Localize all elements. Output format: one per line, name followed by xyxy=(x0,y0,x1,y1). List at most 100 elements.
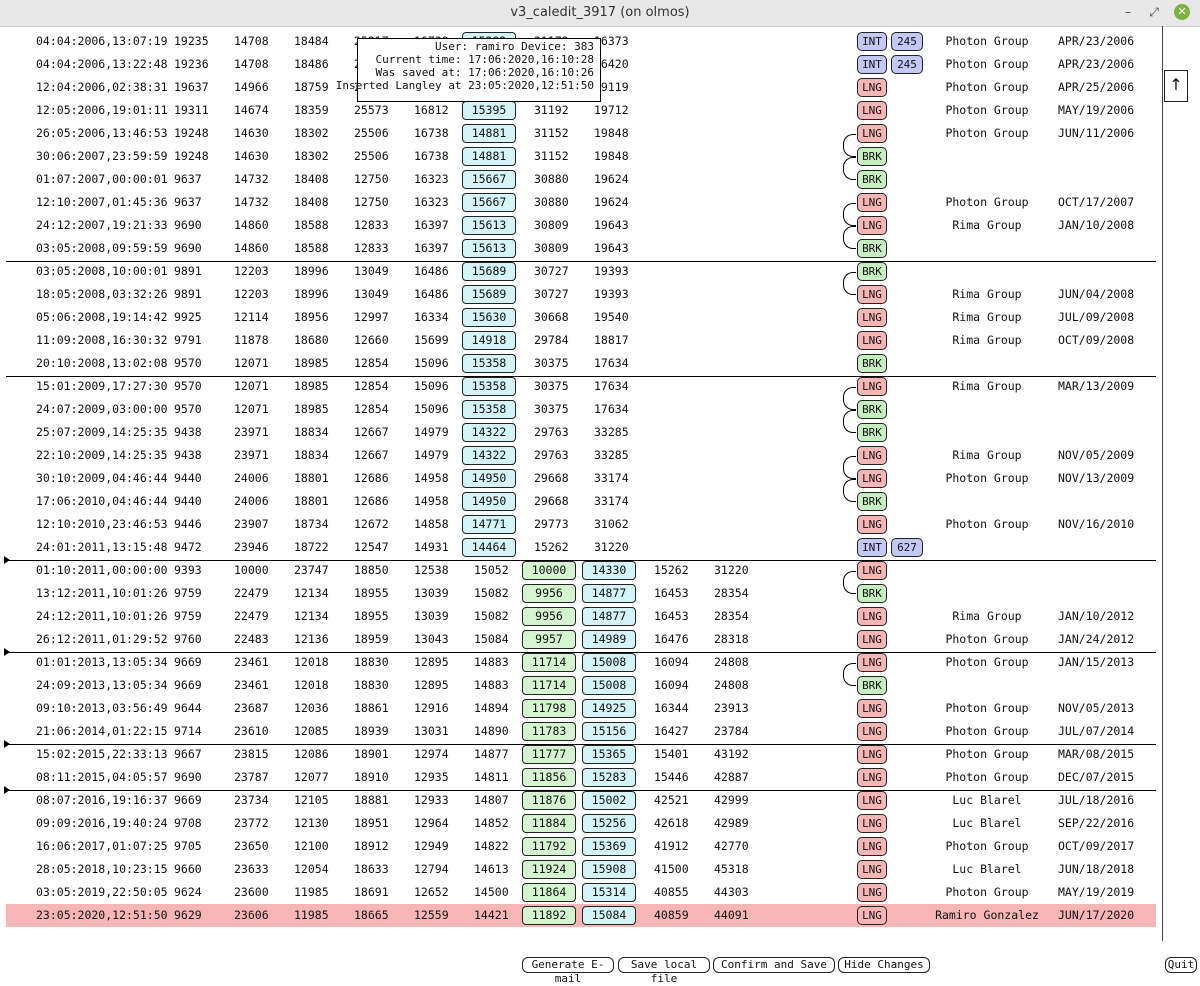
table-row[interactable]: 08:07:2016,19:16:37 9669 23734 12105 18881 12… xyxy=(0,789,1160,812)
lng-tag[interactable]: LNG xyxy=(857,653,887,672)
table-row[interactable]: 25:07:2009,14:25:35 9438 23971 18834 12667 14… xyxy=(0,421,1160,444)
editable-value-cyan[interactable]: 15689 xyxy=(462,262,516,281)
editable-value-cyan[interactable]: 14771 xyxy=(462,515,516,534)
editable-value-cyan[interactable]: 14950 xyxy=(462,492,516,511)
editable-value-cyan[interactable]: 14925 xyxy=(582,699,636,718)
table-row[interactable]: 12:10:2007,01:45:36 9637 14732 18408 12750 16… xyxy=(0,191,1160,214)
table-row[interactable]: 28:05:2018,10:23:15 9660 23633 12054 18633 12… xyxy=(0,858,1160,881)
lng-tag[interactable]: LNG xyxy=(857,331,887,350)
table-row[interactable]: 01:01:2013,13:05:34 9669 23461 12018 18830 12… xyxy=(0,651,1160,674)
generate-email-button[interactable]: Generate E-mail xyxy=(522,957,614,985)
editable-value-green[interactable]: 11783 xyxy=(522,722,576,741)
table-row[interactable]: 24:12:2007,19:21:33 9690 14860 18588 12833 16… xyxy=(0,214,1160,237)
brk-tag[interactable]: BRK xyxy=(857,584,887,603)
editable-value-cyan[interactable]: 15002 xyxy=(582,791,636,810)
editable-value-green[interactable]: 11864 xyxy=(522,883,576,902)
editable-value-cyan[interactable]: 15667 xyxy=(462,170,516,189)
editable-value-cyan[interactable]: 15667 xyxy=(462,193,516,212)
editable-value-green[interactable]: 11884 xyxy=(522,814,576,833)
table-row[interactable]: 26:05:2006,13:46:53 19248 14630 18302 25506 1… xyxy=(0,122,1160,145)
table-row[interactable]: 24:12:2011,10:01:26 9759 22479 12134 18955 13… xyxy=(0,605,1160,628)
interval-count-tag[interactable]: 627 xyxy=(891,538,923,557)
editable-value-green[interactable]: 11892 xyxy=(522,906,576,925)
editable-value-cyan[interactable]: 15283 xyxy=(582,768,636,787)
editable-value-green[interactable]: 9956 xyxy=(522,584,576,603)
editable-value-cyan[interactable]: 15256 xyxy=(582,814,636,833)
brk-tag[interactable]: BRK xyxy=(857,354,887,373)
scrollbar-track[interactable] xyxy=(1162,26,1163,941)
editable-value-cyan[interactable]: 15689 xyxy=(462,285,516,304)
lng-tag[interactable]: LNG xyxy=(857,78,887,97)
editable-value-cyan[interactable]: 15613 xyxy=(462,239,516,258)
lng-tag[interactable]: LNG xyxy=(857,469,887,488)
editable-value-cyan[interactable]: 15630 xyxy=(462,308,516,327)
table-row[interactable]: 05:06:2008,19:14:42 9925 12114 18956 12997 16… xyxy=(0,306,1160,329)
editable-value-cyan[interactable]: 15358 xyxy=(462,354,516,373)
lng-tag[interactable]: LNG xyxy=(857,193,887,212)
editable-value-green[interactable]: 11777 xyxy=(522,745,576,764)
table-row[interactable]: 24:01:2011,13:15:48 9472 23946 18722 12547 14… xyxy=(0,536,1160,559)
table-row[interactable]: 22:10:2009,14:25:35 9438 23971 18834 12667 14… xyxy=(0,444,1160,467)
table-row[interactable]: 17:06:2010,04:46:44 9440 24006 18801 12686 14… xyxy=(0,490,1160,513)
editable-value-cyan[interactable]: 14950 xyxy=(462,469,516,488)
brk-tag[interactable]: BRK xyxy=(857,400,887,419)
editable-value-green[interactable]: 9957 xyxy=(522,630,576,649)
editable-value-green[interactable]: 11792 xyxy=(522,837,576,856)
editable-value-cyan[interactable]: 14322 xyxy=(462,423,516,442)
lng-tag[interactable]: LNG xyxy=(857,699,887,718)
brk-tag[interactable]: BRK xyxy=(857,676,887,695)
scroll-up-arrow-icon[interactable]: ↑ xyxy=(1164,70,1188,102)
table-row[interactable]: 01:10:2011,00:00:00 9393 10000 23747 18850 12… xyxy=(0,559,1160,582)
lng-tag[interactable]: LNG xyxy=(857,607,887,626)
lng-tag[interactable]: LNG xyxy=(857,791,887,810)
lng-tag[interactable]: LNG xyxy=(857,883,887,902)
lng-tag[interactable]: LNG xyxy=(857,837,887,856)
table-row[interactable]: 08:11:2015,04:05:57 9690 23787 12077 18910 12… xyxy=(0,766,1160,789)
lng-tag[interactable]: LNG xyxy=(857,745,887,764)
editable-value-cyan[interactable]: 14989 xyxy=(582,630,636,649)
table-row[interactable]: 30:06:2007,23:59:59 19248 14630 18302 25506 1… xyxy=(0,145,1160,168)
table-row[interactable]: 11:09:2008,16:30:32 9791 11878 18680 12660 15… xyxy=(0,329,1160,352)
editable-value-green[interactable]: 10000 xyxy=(522,561,576,580)
int-tag[interactable]: INT xyxy=(857,538,887,557)
brk-tag[interactable]: BRK xyxy=(857,239,887,258)
lng-tag[interactable]: LNG xyxy=(857,561,887,580)
editable-value-cyan[interactable]: 15008 xyxy=(582,653,636,672)
editable-value-cyan[interactable]: 15358 xyxy=(462,400,516,419)
editable-value-cyan[interactable]: 15395 xyxy=(462,101,516,120)
editable-value-green[interactable]: 11924 xyxy=(522,860,576,879)
lng-tag[interactable]: LNG xyxy=(857,377,887,396)
lng-tag[interactable]: LNG xyxy=(857,446,887,465)
int-tag[interactable]: INT xyxy=(857,32,887,51)
editable-value-cyan[interactable]: 14877 xyxy=(582,607,636,626)
brk-tag[interactable]: BRK xyxy=(857,492,887,511)
table-row[interactable]: 16:06:2017,01:07:25 9705 23650 12100 18912 12… xyxy=(0,835,1160,858)
table-row[interactable]: 21:06:2014,01:22:15 9714 23610 12085 18939 13… xyxy=(0,720,1160,743)
table-row[interactable]: 23:05:2020,12:51:50 9629 23606 11985 18665 12… xyxy=(6,904,1156,927)
close-icon[interactable]: ✕ xyxy=(1174,4,1190,20)
quit-button[interactable]: Quit xyxy=(1165,957,1197,973)
editable-value-green[interactable]: 11714 xyxy=(522,676,576,695)
table-row[interactable]: 24:09:2013,13:05:34 9669 23461 12018 18830 12… xyxy=(0,674,1160,697)
table-row[interactable]: 20:10:2008,13:02:08 9570 12071 18985 12854 15… xyxy=(0,352,1160,375)
table-row[interactable]: 03:05:2008,09:59:59 9690 14860 18588 12833 16… xyxy=(0,237,1160,260)
hide-changes-button[interactable]: Hide Changes xyxy=(838,957,930,973)
table-row[interactable]: 09:09:2016,19:40:24 9708 23772 12130 18951 12… xyxy=(0,812,1160,835)
lng-tag[interactable]: LNG xyxy=(857,216,887,235)
maximize-icon[interactable]: ⤢ xyxy=(1149,5,1159,19)
editable-value-cyan[interactable]: 15365 xyxy=(582,745,636,764)
table-row[interactable]: 15:01:2009,17:27:30 9570 12071 18985 12854 15… xyxy=(0,375,1160,398)
editable-value-green[interactable]: 11856 xyxy=(522,768,576,787)
editable-value-green[interactable]: 11798 xyxy=(522,699,576,718)
editable-value-green[interactable]: 11876 xyxy=(522,791,576,810)
editable-value-cyan[interactable]: 15369 xyxy=(582,837,636,856)
brk-tag[interactable]: BRK xyxy=(857,170,887,189)
editable-value-cyan[interactable]: 14881 xyxy=(462,124,516,143)
brk-tag[interactable]: BRK xyxy=(857,147,887,166)
table-row[interactable]: 24:07:2009,03:00:00 9570 12071 18985 12854 15… xyxy=(0,398,1160,421)
editable-value-cyan[interactable]: 15358 xyxy=(462,377,516,396)
table-row[interactable]: 30:10:2009,04:46:44 9440 24006 18801 12686 14… xyxy=(0,467,1160,490)
editable-value-green[interactable]: 11714 xyxy=(522,653,576,672)
editable-value-cyan[interactable]: 14918 xyxy=(462,331,516,350)
editable-value-cyan[interactable]: 15156 xyxy=(582,722,636,741)
